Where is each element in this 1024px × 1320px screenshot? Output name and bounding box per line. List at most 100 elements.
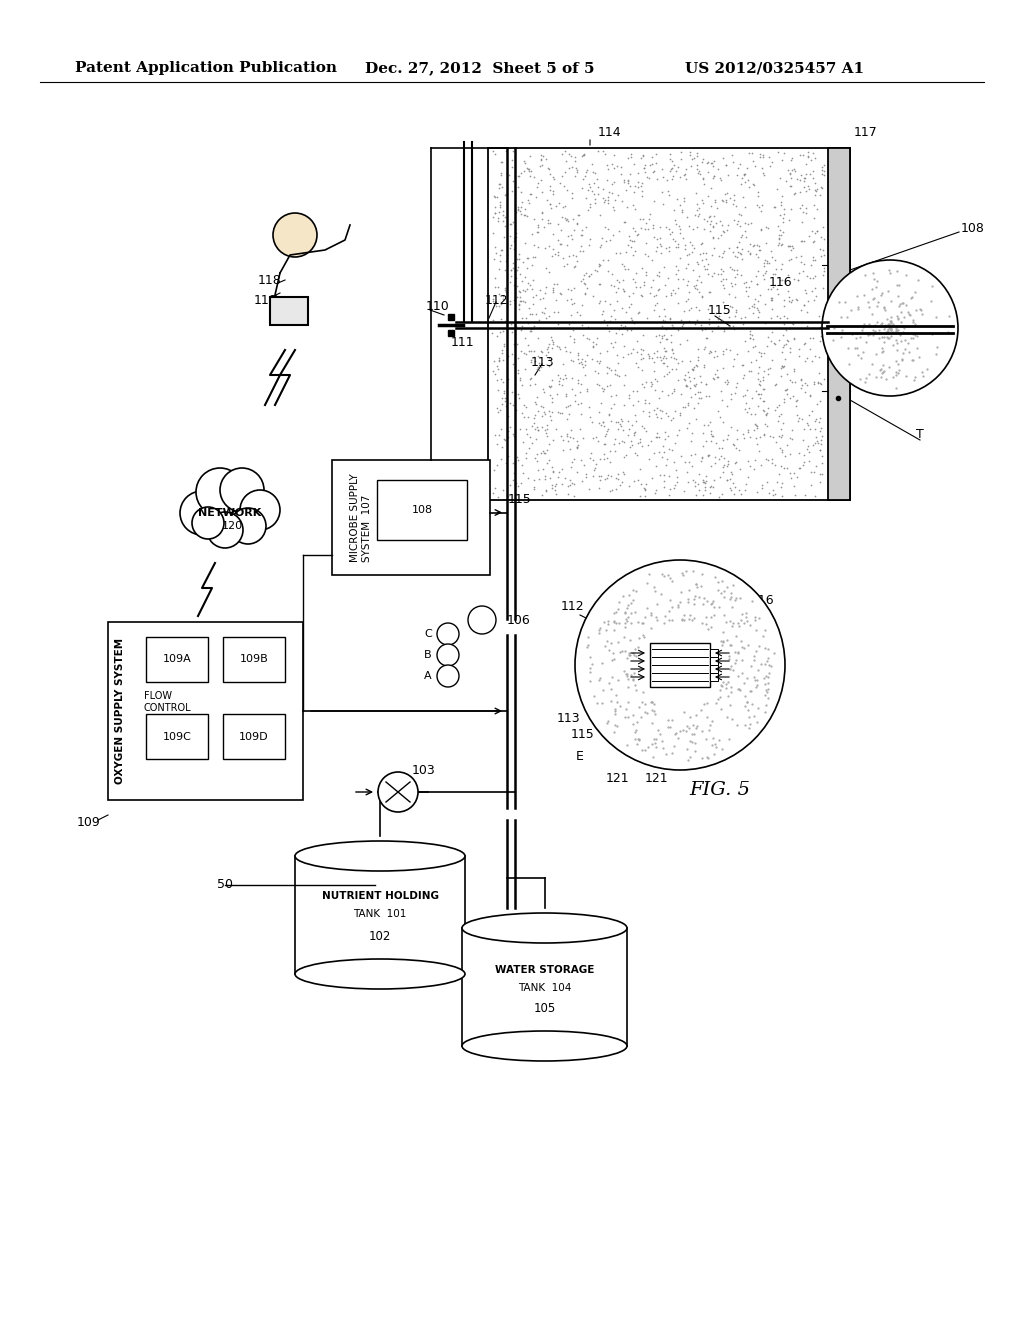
Point: [636, 158, 652, 180]
Point: [720, 215, 736, 236]
Point: [693, 234, 710, 255]
Point: [764, 288, 780, 309]
Bar: [270, 297, 308, 325]
Circle shape: [468, 606, 496, 634]
Point: [795, 454, 811, 475]
Point: [698, 210, 715, 231]
Point: [779, 330, 796, 351]
Point: [492, 347, 508, 368]
Point: [563, 288, 580, 309]
Point: [554, 403, 570, 424]
Point: [492, 197, 508, 218]
Point: [814, 453, 830, 474]
Point: [604, 182, 621, 203]
Bar: [377, 480, 467, 540]
Point: [540, 414, 556, 436]
Text: 105: 105: [534, 1002, 556, 1015]
Point: [690, 346, 707, 367]
Point: [592, 290, 608, 312]
Point: [763, 240, 779, 261]
Point: [780, 264, 797, 285]
Point: [727, 246, 743, 267]
Point: [771, 232, 787, 253]
Point: [679, 207, 695, 228]
Point: [725, 210, 741, 231]
Point: [812, 177, 828, 198]
Point: [521, 297, 538, 318]
Point: [596, 216, 612, 238]
Point: [760, 397, 776, 418]
Point: [551, 374, 567, 395]
Point: [565, 319, 582, 341]
Point: [744, 388, 761, 409]
Point: [665, 343, 681, 364]
Point: [735, 186, 752, 207]
Point: [774, 207, 791, 228]
Point: [723, 461, 739, 482]
Point: [729, 260, 745, 281]
Point: [693, 285, 710, 306]
Point: [760, 218, 776, 239]
Point: [606, 360, 623, 381]
Point: [515, 432, 531, 453]
Point: [649, 264, 666, 285]
Point: [636, 275, 652, 296]
Point: [664, 383, 680, 404]
Point: [595, 249, 611, 271]
Point: [756, 165, 772, 186]
Point: [528, 429, 545, 450]
Point: [657, 310, 674, 331]
Point: [676, 301, 692, 322]
Point: [728, 451, 744, 473]
Point: [501, 421, 517, 442]
Point: [727, 453, 743, 474]
Point: [532, 341, 549, 362]
Point: [606, 434, 623, 455]
Point: [504, 321, 520, 342]
Point: [811, 317, 827, 338]
Point: [692, 388, 709, 409]
Point: [561, 246, 578, 267]
Bar: [710, 673, 718, 681]
Point: [774, 234, 791, 255]
Point: [760, 327, 776, 348]
Point: [673, 383, 689, 404]
Point: [579, 277, 595, 298]
Point: [588, 453, 604, 474]
Point: [776, 306, 793, 327]
Point: [632, 209, 648, 230]
Point: [490, 379, 507, 400]
Point: [756, 424, 772, 445]
Text: 113: 113: [530, 355, 554, 368]
Point: [720, 453, 736, 474]
Point: [733, 205, 750, 226]
Point: [812, 238, 828, 259]
Point: [601, 480, 617, 502]
Point: [490, 259, 507, 280]
Point: [700, 281, 717, 302]
Point: [660, 240, 677, 261]
Point: [597, 469, 613, 490]
Point: [690, 392, 707, 413]
Text: 112: 112: [484, 293, 508, 306]
Point: [613, 190, 630, 211]
Point: [816, 257, 833, 279]
Point: [600, 190, 616, 211]
Point: [684, 360, 700, 381]
Text: 50: 50: [217, 879, 233, 891]
Point: [793, 252, 809, 273]
Point: [703, 152, 720, 173]
Point: [645, 162, 662, 183]
Point: [715, 343, 731, 364]
Point: [486, 276, 503, 297]
Point: [732, 173, 749, 194]
Point: [497, 391, 513, 412]
Point: [674, 351, 690, 372]
Point: [630, 433, 646, 454]
Point: [516, 198, 532, 219]
Point: [771, 168, 787, 189]
Point: [706, 238, 722, 259]
Point: [648, 397, 665, 418]
Point: [578, 216, 594, 238]
Point: [745, 302, 762, 323]
